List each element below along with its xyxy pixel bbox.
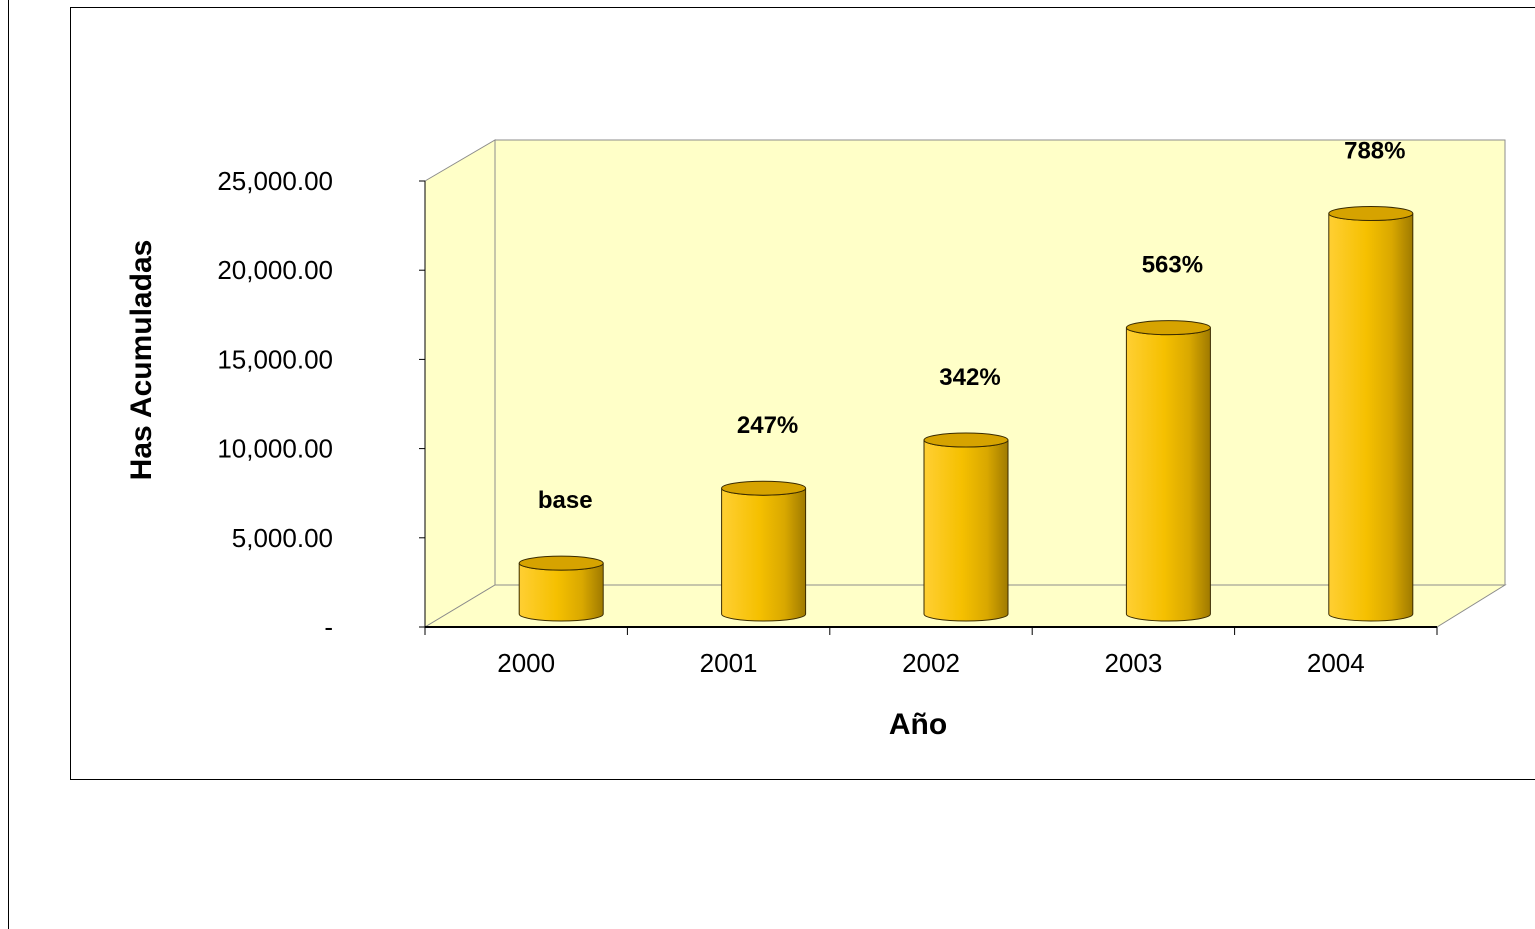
bar-top — [518, 555, 604, 571]
bar-top — [1328, 205, 1414, 221]
data-label: 342% — [939, 364, 1000, 391]
y-tick-label: 5,000.00 — [232, 523, 333, 553]
bar-top — [721, 480, 807, 496]
bar — [923, 432, 1009, 622]
y-tick-label: - — [324, 612, 333, 642]
data-label: 788% — [1344, 137, 1405, 164]
bar-body — [923, 439, 1009, 622]
data-label: 247% — [737, 412, 798, 439]
bar — [1125, 320, 1211, 622]
data-label: 563% — [1142, 252, 1203, 279]
y-tick-label: 15,000.00 — [217, 344, 333, 374]
x-tick-label: 2001 — [700, 648, 758, 678]
y-tick-label: 20,000.00 — [217, 255, 333, 285]
page-border-line — [8, 0, 9, 929]
y-tick-label: 25,000.00 — [217, 166, 333, 196]
x-tick-label: 2000 — [497, 648, 555, 678]
bar-body — [1328, 213, 1414, 622]
bar-top — [923, 432, 1009, 448]
x-tick-label: 2004 — [1307, 648, 1365, 678]
bar — [721, 480, 807, 622]
y-tick-label: 10,000.00 — [217, 434, 333, 464]
y-axis-title: Has Acumuladas — [125, 240, 158, 481]
bar-body — [1125, 327, 1211, 622]
data-label: base — [538, 487, 593, 514]
chart-side-wall — [424, 139, 496, 628]
x-tick-label: 2002 — [902, 648, 960, 678]
x-axis-title: Año — [889, 708, 947, 741]
bar-body — [518, 562, 604, 622]
x-tick-label: 2003 — [1104, 648, 1162, 678]
bar-top — [1125, 320, 1211, 336]
bar-body — [721, 488, 807, 622]
bar — [1328, 205, 1414, 622]
bar — [518, 555, 604, 622]
